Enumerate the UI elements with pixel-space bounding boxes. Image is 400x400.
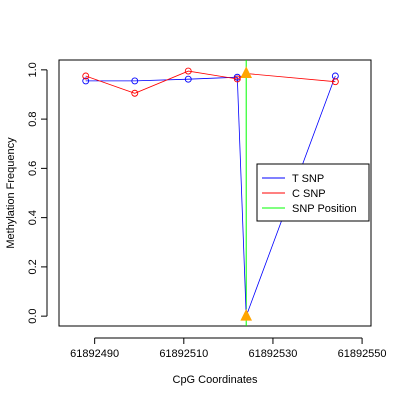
data-point xyxy=(184,75,192,83)
x-tick-label: 61892550 xyxy=(338,348,387,360)
y-axis: 0.0 0.2 0.4 0.6 0.8 1.0 xyxy=(27,62,48,324)
data-point xyxy=(82,72,90,80)
legend-label: T SNP xyxy=(292,173,324,185)
snp-marker xyxy=(240,309,253,321)
x-axis: 61892490 61892510 61892530 61892550 xyxy=(70,337,387,360)
x-tick-label: 61892510 xyxy=(159,348,208,360)
data-point xyxy=(331,78,339,86)
data-point xyxy=(331,72,339,80)
series-line-c-snp xyxy=(85,70,336,94)
legend-label: C SNP xyxy=(292,188,326,200)
y-tick-label: 1.0 xyxy=(27,62,39,77)
snp-layer xyxy=(240,66,253,321)
x-tick-label: 61892530 xyxy=(248,348,297,360)
legend: T SNP C SNP SNP Position xyxy=(256,163,370,222)
x-axis-title: CpG Coordinates xyxy=(173,374,258,386)
y-tick-label: 0.6 xyxy=(27,161,39,176)
series-line-t-snp xyxy=(85,75,336,317)
plot-frame xyxy=(58,59,372,327)
snp-marker xyxy=(240,66,253,79)
data-point xyxy=(82,77,90,85)
data-point xyxy=(131,89,139,97)
y-tick-label: 0.8 xyxy=(27,111,39,126)
y-tick-label: 0.4 xyxy=(27,210,39,225)
legend-label: SNP Position xyxy=(292,203,357,215)
y-axis-title: Methylation Frequency xyxy=(5,137,17,249)
data-point xyxy=(131,77,139,85)
series-layer xyxy=(82,60,339,326)
data-point xyxy=(233,75,241,83)
data-point xyxy=(184,67,192,75)
x-tick-label: 61892490 xyxy=(70,348,119,360)
legend-box xyxy=(256,163,370,222)
y-tick-label: 0.0 xyxy=(27,308,39,323)
y-tick-label: 0.2 xyxy=(27,259,39,274)
